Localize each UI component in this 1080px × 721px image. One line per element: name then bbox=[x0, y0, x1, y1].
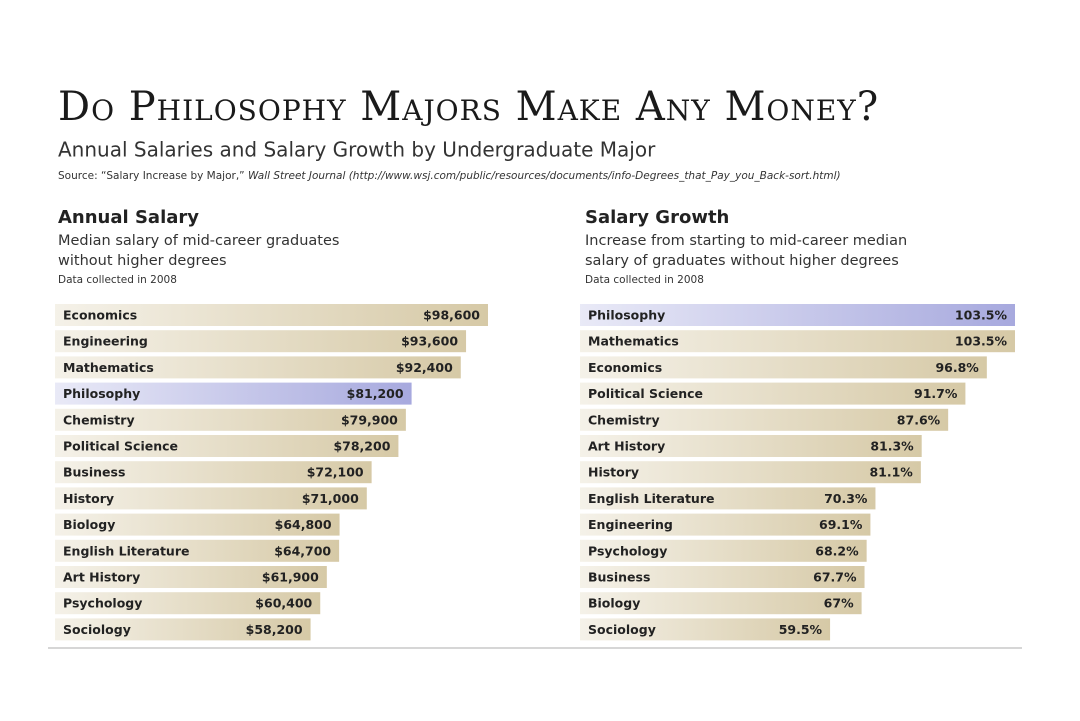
bar bbox=[55, 304, 488, 326]
chart-note: Data collected in 2008 bbox=[58, 274, 177, 286]
category-label: Psychology bbox=[63, 596, 142, 611]
category-label: Political Science bbox=[63, 439, 178, 454]
bar bbox=[580, 304, 1015, 326]
category-label: Sociology bbox=[588, 622, 656, 637]
category-label: Chemistry bbox=[588, 412, 660, 427]
source-url: (http://www.wsj.com/public/resources/doc… bbox=[345, 170, 840, 182]
category-label: Engineering bbox=[588, 517, 673, 532]
bar bbox=[55, 435, 399, 457]
source-publication: Wall Street Journal bbox=[248, 170, 345, 182]
value-label: 67% bbox=[824, 596, 854, 611]
value-label: $61,900 bbox=[262, 570, 319, 585]
source: Source: “Salary Increase by Major,” Wall… bbox=[58, 170, 841, 182]
bar bbox=[55, 513, 340, 536]
category-label: English Literature bbox=[63, 543, 189, 558]
category-label: English Literature bbox=[588, 491, 714, 506]
chart-title: Annual Salary bbox=[58, 207, 199, 228]
category-label: History bbox=[63, 491, 114, 506]
category-label: Chemistry bbox=[63, 412, 135, 427]
category-label: Philosophy bbox=[63, 386, 140, 401]
value-label: 87.6% bbox=[897, 412, 941, 427]
bar bbox=[55, 566, 327, 588]
category-label: Biology bbox=[588, 596, 640, 611]
value-label: $64,800 bbox=[275, 517, 332, 532]
bar bbox=[580, 513, 871, 536]
chart-subtitle: Median salary of mid-career graduates bbox=[58, 233, 339, 249]
value-label: $78,200 bbox=[333, 439, 390, 454]
bar bbox=[55, 539, 340, 562]
value-label: 103.5% bbox=[955, 308, 1008, 323]
bar bbox=[580, 618, 831, 641]
chart-subtitle: salary of graduates without higher degre… bbox=[585, 253, 899, 269]
value-label: $58,200 bbox=[246, 622, 303, 637]
value-label: $71,000 bbox=[302, 491, 359, 506]
bar bbox=[580, 592, 862, 615]
value-label: 81.1% bbox=[869, 465, 913, 480]
chart-note: Data collected in 2008 bbox=[585, 274, 704, 286]
value-label: $60,400 bbox=[255, 596, 312, 611]
category-label: Art History bbox=[63, 570, 140, 585]
category-label: Philosophy bbox=[588, 308, 665, 323]
bar bbox=[55, 356, 461, 379]
source-text: Source: “Salary Increase by Major,” bbox=[58, 170, 248, 182]
category-label: Art History bbox=[588, 439, 665, 454]
bar bbox=[55, 382, 412, 405]
value-label: 96.8% bbox=[935, 360, 979, 375]
bar bbox=[55, 487, 367, 510]
category-label: Psychology bbox=[588, 543, 667, 558]
value-label: 69.1% bbox=[819, 517, 863, 532]
bar bbox=[55, 592, 321, 615]
bar bbox=[580, 487, 876, 510]
chart-title: Salary Growth bbox=[585, 207, 729, 228]
bar bbox=[580, 461, 921, 484]
bar bbox=[580, 435, 922, 457]
category-label: Economics bbox=[63, 308, 137, 323]
bar bbox=[580, 408, 949, 431]
category-label: Political Science bbox=[588, 386, 703, 401]
value-label: $81,200 bbox=[347, 386, 404, 401]
chart-subtitle: Increase from starting to mid-career med… bbox=[585, 233, 907, 249]
bar bbox=[55, 330, 467, 353]
value-label: 70.3% bbox=[824, 491, 868, 506]
chart-subtitle: without higher degrees bbox=[58, 253, 227, 269]
value-label: $93,600 bbox=[401, 334, 458, 349]
bar bbox=[55, 461, 372, 484]
category-label: History bbox=[588, 465, 639, 480]
category-label: Mathematics bbox=[63, 360, 154, 375]
category-label: Mathematics bbox=[588, 334, 679, 349]
value-label: $64,700 bbox=[274, 543, 331, 558]
page-title: Do Philosophy Majors Make Any Money? bbox=[58, 84, 879, 130]
value-label: $98,600 bbox=[423, 308, 480, 323]
bar bbox=[580, 356, 987, 379]
category-label: Biology bbox=[63, 517, 115, 532]
value-label: 103.5% bbox=[955, 334, 1008, 349]
bar bbox=[580, 382, 966, 405]
value-label: $92,400 bbox=[396, 360, 453, 375]
value-label: 91.7% bbox=[914, 386, 958, 401]
category-label: Economics bbox=[588, 360, 662, 375]
value-label: 68.2% bbox=[815, 543, 859, 558]
value-label: 81.3% bbox=[870, 439, 914, 454]
page-subtitle: Annual Salaries and Salary Growth by Und… bbox=[58, 138, 656, 162]
bar bbox=[55, 408, 406, 431]
category-label: Business bbox=[63, 465, 125, 480]
bar bbox=[55, 618, 311, 641]
category-label: Business bbox=[588, 570, 650, 585]
value-label: $79,900 bbox=[341, 412, 398, 427]
value-label: $72,100 bbox=[307, 465, 364, 480]
value-label: 67.7% bbox=[813, 570, 857, 585]
value-label: 59.5% bbox=[779, 622, 823, 637]
category-label: Sociology bbox=[63, 622, 131, 637]
category-label: Engineering bbox=[63, 334, 148, 349]
bar bbox=[580, 566, 865, 588]
bar bbox=[580, 330, 1015, 353]
bar bbox=[580, 539, 867, 562]
